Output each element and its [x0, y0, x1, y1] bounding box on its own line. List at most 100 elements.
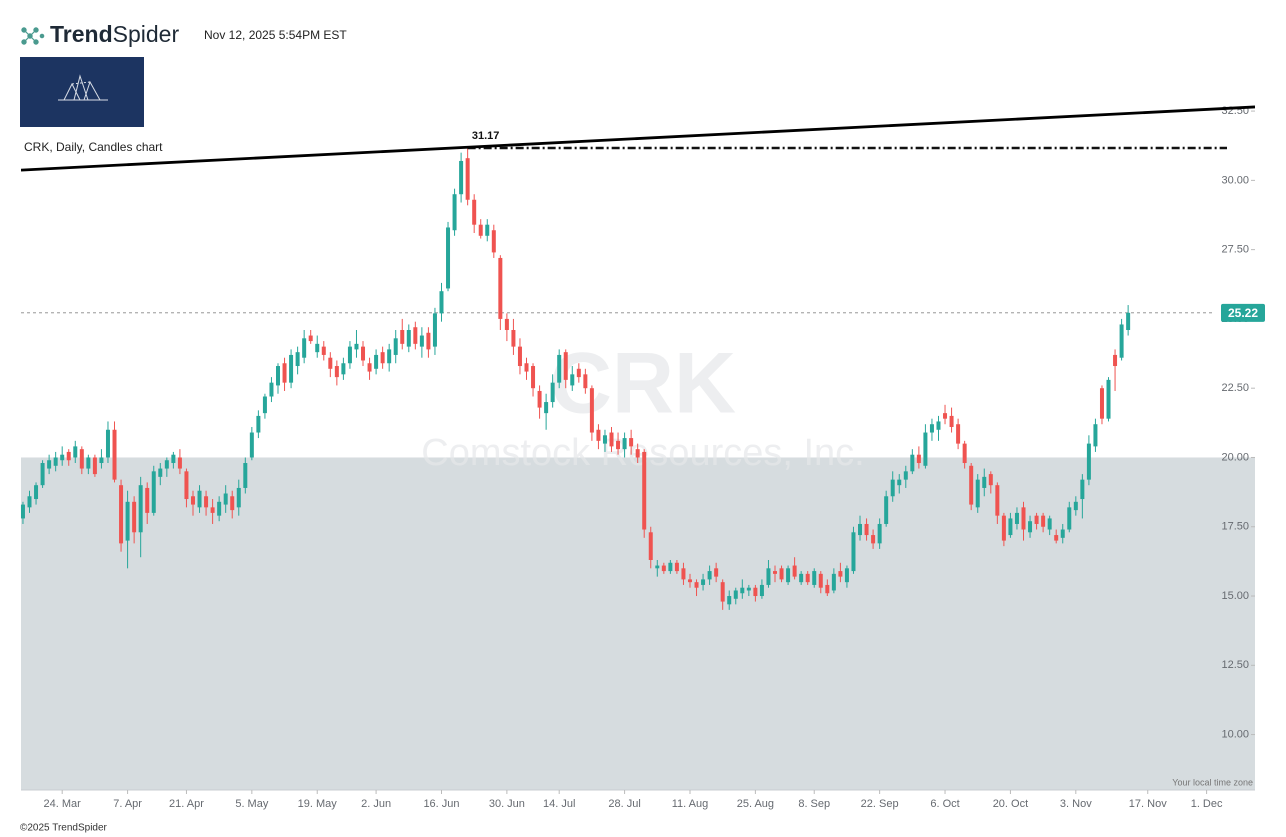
candle-body [138, 485, 143, 533]
x-tick-label: 28. Jul [608, 798, 640, 810]
candle-body [66, 451, 71, 461]
candle-body [269, 382, 274, 397]
candle-body [681, 568, 686, 580]
candle-body [661, 565, 666, 572]
candle-body [112, 429, 117, 480]
copyright: ©2025 TrendSpider [20, 823, 108, 834]
candle-body [125, 501, 130, 541]
x-tick-label: 8. Sep [798, 798, 830, 810]
candle-body [1021, 507, 1026, 530]
candle-body [943, 413, 948, 419]
candle-body [105, 429, 110, 458]
candle-body [838, 571, 843, 577]
x-tick-label: 21. Apr [169, 798, 204, 810]
candle-body [929, 424, 934, 433]
candle-body [60, 454, 65, 461]
candle-body [956, 424, 961, 444]
candle-body [596, 429, 601, 441]
brand-bold: Trend [50, 21, 113, 47]
candle-body [419, 335, 424, 347]
candle-body [818, 573, 823, 588]
candle-body [53, 457, 58, 466]
candle-body [282, 363, 287, 383]
candle-body [969, 465, 974, 505]
candle-body [884, 496, 889, 524]
candle-body [334, 366, 339, 378]
brand-light: Spider [113, 21, 180, 47]
candle-body [831, 573, 836, 591]
candle-body [1028, 521, 1033, 533]
candle-body [197, 490, 202, 508]
candle-body [897, 479, 902, 486]
candle-body [295, 352, 300, 367]
candle-body [871, 535, 876, 544]
candle-body [668, 562, 673, 572]
candle-body [190, 496, 195, 505]
candle-body [262, 396, 267, 414]
last-price-tag [1221, 303, 1265, 322]
candle-body [720, 582, 725, 602]
candle-body [602, 435, 607, 444]
candle-body [367, 363, 372, 372]
candle-body [210, 507, 215, 513]
candle-body [982, 476, 987, 488]
candle-body [361, 346, 366, 361]
candle-body [792, 565, 797, 577]
candle-body [380, 352, 385, 364]
candle-body [79, 449, 84, 469]
candle-body [583, 374, 588, 389]
candle-body [321, 346, 326, 355]
candle-body [805, 573, 810, 583]
candle-body [1047, 518, 1052, 530]
candle-body [230, 496, 235, 511]
candle-body [589, 388, 594, 433]
x-tick-label: 14. Jul [543, 798, 575, 810]
shaded-zone [21, 457, 1255, 790]
x-tick-label: 6. Oct [930, 798, 959, 810]
candle-body [1113, 354, 1118, 367]
candle-body [858, 523, 863, 536]
candle-body [537, 390, 542, 408]
candle-body [714, 568, 719, 577]
candle-body [315, 343, 320, 353]
y-tick-label: 30.00 [1221, 174, 1249, 186]
candle-body [446, 227, 451, 289]
candle-body [432, 313, 437, 347]
candle-body [825, 584, 830, 594]
y-tick-label: 15.00 [1221, 590, 1249, 602]
candle-body [302, 338, 307, 358]
candle-body [1126, 312, 1131, 330]
candle-body [864, 523, 869, 536]
candle-body [759, 584, 764, 597]
y-tick-label: 22.50 [1221, 382, 1249, 394]
high-level-label: 31.17 [472, 130, 500, 142]
company-logo [20, 57, 144, 127]
candle-body [622, 438, 627, 450]
candle-body [223, 493, 228, 505]
candle-body [119, 485, 124, 544]
y-tick-label: 17.50 [1221, 521, 1249, 533]
candle-body [452, 194, 457, 231]
y-tick-label: 20.00 [1221, 451, 1249, 463]
candle-body [674, 562, 679, 572]
candle-body [949, 415, 954, 427]
candle-body [694, 582, 699, 588]
candle-body [609, 432, 614, 447]
candle-body [1119, 324, 1124, 358]
candle-body [249, 432, 254, 458]
candle-body [504, 318, 509, 330]
candle-body [511, 330, 516, 347]
candle-body [40, 463, 45, 486]
x-tick-label: 22. Sep [861, 798, 899, 810]
candle-body [655, 565, 660, 569]
candle-body [347, 346, 352, 364]
brand-icon [21, 27, 45, 45]
candle-body [177, 457, 182, 469]
timestamp: Nov 12, 2025 5:54PM EST [204, 28, 347, 42]
x-tick-label: 3. Nov [1060, 798, 1092, 810]
candle-body [341, 363, 346, 375]
x-tick-label: 17. Nov [1129, 798, 1167, 810]
candle-body [204, 496, 209, 508]
candle-body [1106, 379, 1111, 419]
